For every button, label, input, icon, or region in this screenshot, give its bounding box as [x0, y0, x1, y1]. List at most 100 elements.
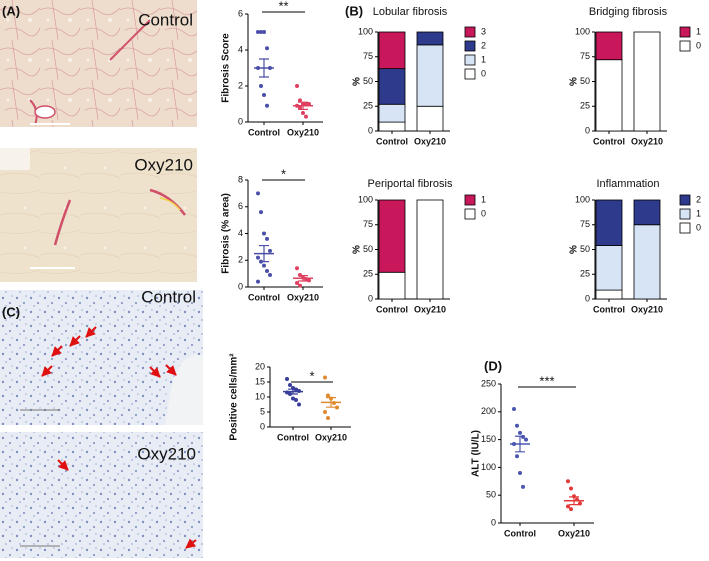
bar-segment	[378, 68, 406, 105]
data-point	[569, 486, 573, 491]
bar-segment	[378, 31, 406, 70]
y-tick-label: 50	[580, 244, 590, 254]
legend-label: 2	[696, 194, 701, 204]
image-label: Oxy210	[137, 444, 196, 463]
error-bar	[298, 275, 308, 282]
data-point	[297, 402, 301, 407]
data-point	[301, 111, 305, 115]
bar-segment	[416, 31, 444, 46]
y-tick-label: 75	[363, 51, 373, 61]
y-tick-label: 0	[238, 116, 243, 126]
bar-segment	[416, 199, 444, 300]
bar-segment	[416, 105, 444, 132]
error-bar	[515, 435, 525, 453]
legend-swatch	[679, 222, 691, 234]
y-axis-label: %	[352, 77, 363, 86]
y-tick-label: 0	[368, 293, 373, 303]
bar-segment	[633, 31, 661, 132]
y-axis-label: Fibrosis (% area)	[221, 193, 232, 274]
y-tick-label: 100	[575, 194, 590, 204]
legend-swatch	[464, 40, 476, 52]
y-tick-label: 0	[491, 517, 496, 527]
legend-label: 0	[696, 222, 701, 232]
y-tick-label: 200	[481, 406, 496, 416]
y-axis-label: %	[569, 77, 580, 86]
x-tick-label: Oxy210	[631, 136, 663, 146]
x-tick-label: Oxy210	[414, 136, 446, 146]
bar-segment	[595, 289, 623, 300]
bar-segment	[633, 199, 661, 226]
y-tick-label: 75	[580, 219, 590, 229]
data-point	[566, 479, 570, 484]
annotation: **	[278, 0, 288, 13]
data-point	[524, 437, 528, 442]
chart-title: Periportal fibrosis	[368, 178, 453, 190]
data-point	[256, 255, 260, 260]
data-point	[298, 105, 302, 110]
data-point	[295, 84, 299, 88]
data-point	[515, 454, 519, 459]
micrograph	[0, 0, 197, 127]
legend-swatch	[464, 208, 476, 220]
panel-label: (C)	[2, 304, 20, 319]
x-tick-label: Oxy210	[315, 432, 347, 442]
y-tick-label: 50	[486, 490, 496, 500]
data-point	[521, 484, 525, 489]
micrograph	[0, 148, 197, 282]
bar-segment	[595, 59, 623, 132]
legend-swatch	[679, 194, 691, 206]
data-point	[323, 375, 327, 380]
y-tick-label: 50	[363, 244, 373, 254]
x-tick-label: Oxy210	[631, 304, 663, 314]
data-point	[265, 46, 269, 51]
y-tick-label: 15	[255, 376, 265, 386]
y-axis-label: %	[569, 245, 580, 254]
data-point	[259, 30, 263, 34]
legend-label: 1	[696, 26, 701, 36]
y-tick-label: 25	[363, 101, 373, 111]
data-point	[304, 102, 308, 106]
y-tick-label: 0	[260, 421, 265, 431]
y-axis-label: ALT (IU/L)	[471, 430, 482, 477]
data-point	[518, 470, 522, 475]
data-point	[259, 210, 263, 215]
chart-title: Inflammation	[597, 178, 660, 190]
bar-segment	[416, 44, 444, 107]
data-point	[265, 236, 269, 241]
data-point	[512, 407, 516, 412]
bar-segment	[595, 199, 623, 246]
chart-title: Lobular fibrosis	[373, 6, 448, 18]
y-tick-label: 250	[481, 378, 496, 388]
y-tick-label: 75	[580, 51, 590, 61]
data-point	[326, 416, 330, 420]
y-tick-label: 5	[260, 406, 265, 416]
data-point	[295, 280, 299, 285]
y-tick-label: 25	[363, 269, 373, 279]
legend-label: 0	[481, 68, 486, 78]
legend-swatch	[679, 26, 691, 38]
bar-segment	[595, 31, 623, 61]
y-tick-label: 75	[363, 219, 373, 229]
data-point	[265, 103, 269, 108]
y-tick-label: 6	[238, 201, 243, 211]
y-tick-label: 0	[585, 125, 590, 135]
legend-swatch	[679, 40, 691, 52]
y-tick-label: 8	[238, 174, 243, 184]
data-point	[298, 272, 302, 277]
legend-label: 3	[481, 26, 486, 36]
y-tick-label: 50	[580, 76, 590, 86]
legend-swatch	[464, 54, 476, 66]
bar-segment	[378, 121, 406, 132]
data-point	[256, 30, 260, 34]
error-bar	[259, 244, 269, 263]
y-tick-label: 10	[255, 391, 265, 401]
x-tick-label: Control	[504, 528, 536, 538]
bar-segment	[595, 245, 623, 291]
y-tick-label: 20	[255, 361, 265, 371]
error-bar	[259, 58, 269, 78]
x-tick-label: Oxy210	[558, 528, 590, 538]
x-tick-label: Oxy210	[287, 127, 319, 137]
x-tick-label: Control	[376, 136, 408, 146]
legend-label: 0	[696, 40, 701, 50]
error-bar	[288, 388, 298, 395]
